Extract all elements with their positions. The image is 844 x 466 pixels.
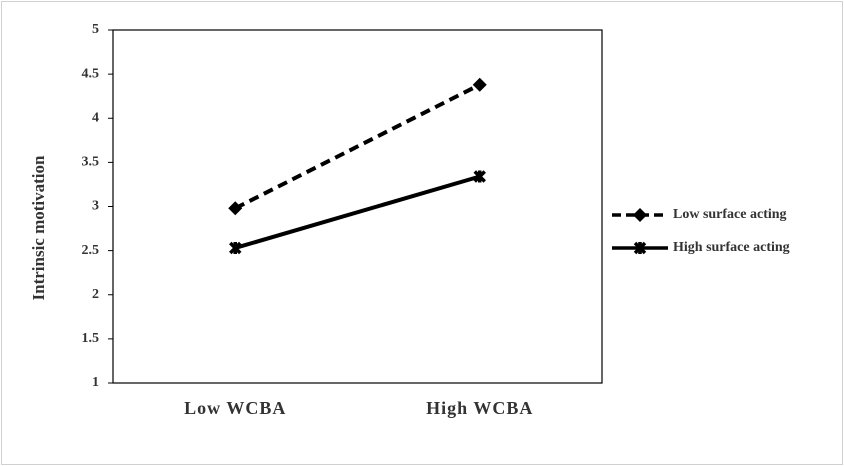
marker [472,77,487,92]
y-tick-label: 2.5 [82,243,100,258]
y-tick-label: 3 [92,199,99,214]
y-tick-label: 4.5 [82,66,100,81]
legend-label: Low surface acting [673,207,787,222]
x-tick-label: High WCBA [426,398,533,418]
y-tick-label: 3.5 [82,155,100,170]
y-tick-label: 4 [92,110,99,125]
y-tick-label: 1 [92,375,99,390]
y-tick-label: 1.5 [82,331,100,346]
marker [229,241,242,255]
y-tick-label: 5 [92,22,99,37]
marker [633,241,647,255]
x-tick-label: Low WCBA [184,398,286,418]
y-tick-label: 2 [92,287,99,302]
marker [228,201,243,216]
marker [633,208,647,222]
legend-label: High surface acting [673,240,790,255]
series-line [234,82,481,211]
marker [473,170,486,183]
series-line [234,174,481,250]
y-axis-label: Intrinsic motivation [29,155,48,301]
